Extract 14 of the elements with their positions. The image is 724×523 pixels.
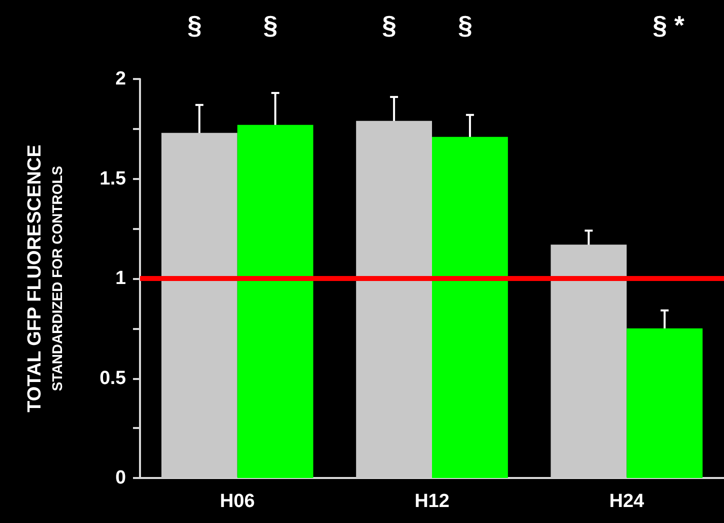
x-tick-label: H24 [609,491,645,512]
text: § [187,10,202,40]
y-tick-label: 0.5 [100,368,126,389]
y-tick-label: 1.5 [100,168,126,190]
text: § * [652,10,686,40]
text: § [458,10,472,40]
x-tick-label: H12 [414,491,450,512]
x-tick-label: H06 [220,491,255,512]
text: § [263,10,278,40]
y-tick-label: 2 [115,68,126,90]
y-tick-label: 1 [115,268,126,289]
y-tick-label: 0 [115,468,126,488]
text: § [382,10,397,40]
y-axis-title: TOTAL GFP FLUORESCENCE STANDARDIZED FOR CONTROLS [24,144,65,412]
